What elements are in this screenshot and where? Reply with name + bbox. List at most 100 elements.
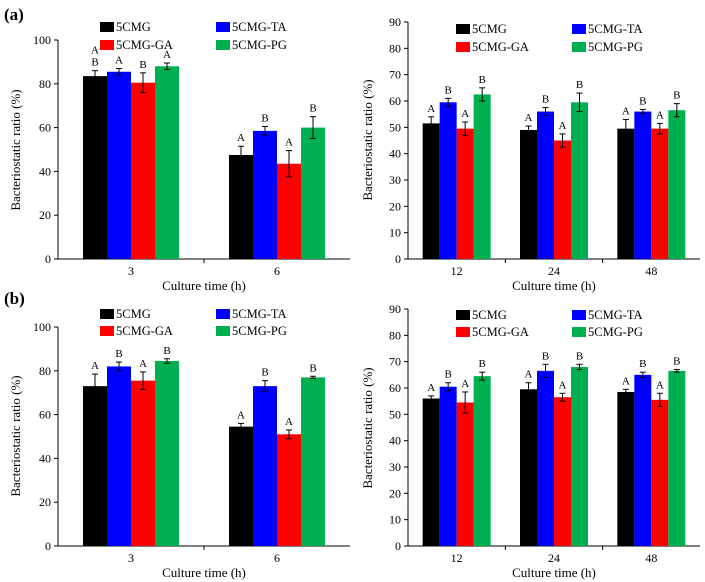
x-tick-label: 3 [128, 264, 134, 278]
bar [277, 434, 301, 546]
x-tick-label: 6 [274, 551, 280, 565]
bar [229, 427, 253, 546]
significance-letter: A [237, 132, 245, 144]
x-tick-label: 6 [274, 264, 280, 278]
legend-label: 5CMG-PG [588, 40, 643, 54]
bar [107, 72, 131, 259]
y-tick-label: 50 [389, 120, 401, 134]
significance-letter: A [237, 409, 245, 421]
bar [617, 392, 634, 546]
significance-letter: B [261, 367, 268, 379]
legend-label: 5CMG [472, 308, 507, 322]
bar [440, 387, 457, 546]
significance-letter: B [576, 79, 583, 91]
significance-letter: B [542, 350, 549, 362]
legend-swatch [100, 309, 114, 319]
significance-letter: A [285, 416, 293, 428]
significance-letter: B [261, 113, 268, 125]
y-axis-title: Bacteriostatic ratio (%) [8, 89, 23, 210]
legend-label: 5CMG [116, 20, 151, 34]
significance-letter: A [622, 105, 630, 117]
x-axis-title: Culture time (h) [162, 565, 246, 580]
legend-swatch [216, 326, 230, 336]
significance-letter: B [478, 74, 485, 86]
significance-letter: A [427, 103, 435, 115]
legend-swatch [216, 40, 230, 50]
x-tick-label: 12 [451, 264, 463, 278]
legend-label: 5CMG [116, 307, 151, 321]
significance-letter: B [576, 350, 583, 362]
significance-letter: B [444, 369, 451, 381]
y-axis-title: Bacteriostatic ratio (%) [360, 367, 375, 488]
y-tick-label: 100 [33, 320, 51, 334]
bar [457, 402, 474, 546]
y-tick-label: 60 [389, 94, 401, 108]
y-tick-label: 70 [389, 68, 401, 82]
y-tick-label: 20 [39, 208, 51, 222]
significance-letter: A [115, 54, 123, 66]
significance-letter: A [525, 369, 533, 381]
x-tick-label: 48 [645, 264, 657, 278]
y-tick-label: 0 [395, 252, 401, 266]
significance-letter: B [309, 362, 316, 374]
bar [83, 386, 107, 546]
y-tick-label: 40 [389, 434, 401, 448]
y-tick-label: 60 [39, 121, 51, 135]
y-tick-label: 80 [389, 328, 401, 342]
x-axis-title: Culture time (h) [162, 278, 246, 293]
significance-letter: A [525, 112, 533, 124]
legend-label: 5CMG-GA [472, 40, 529, 54]
legend-swatch [572, 327, 586, 337]
bar [634, 375, 651, 546]
y-tick-label: 40 [389, 147, 401, 161]
legend-swatch [100, 40, 114, 50]
significance-letter: A [427, 382, 435, 394]
bar [301, 377, 325, 546]
y-tick-label: 20 [39, 495, 51, 509]
legend-swatch [456, 24, 470, 34]
legend-label: 5CMG-GA [472, 325, 529, 339]
y-tick-label: 20 [389, 486, 401, 500]
bar [277, 164, 301, 259]
bar [474, 376, 491, 546]
y-tick-label: 80 [389, 41, 401, 55]
bacteriostatic-ratio-figure: (a) (b) 0204060801003 6ABAABBAAB5CMG 5CMG-… [0, 0, 705, 582]
x-tick-label: 24 [548, 551, 560, 565]
significance-letter: B [139, 59, 146, 71]
bar [155, 361, 179, 546]
significance-letter: B [478, 358, 485, 370]
legend-swatch [572, 24, 586, 34]
bar [457, 129, 474, 259]
bar [571, 367, 588, 546]
legend-label: 5CMG-GA [116, 38, 173, 52]
bar [520, 389, 537, 546]
y-tick-label: 80 [39, 77, 51, 91]
legend-swatch [100, 326, 114, 336]
y-tick-label: 20 [389, 199, 401, 213]
bar [229, 155, 253, 259]
y-tick-label: 0 [395, 539, 401, 553]
significance-letter: B [639, 95, 646, 107]
y-tick-label: 10 [389, 513, 401, 527]
significance-letter: B [444, 84, 451, 96]
bar [571, 102, 588, 259]
significance-letter: A [559, 120, 567, 132]
significance-letter: B [673, 90, 680, 102]
bar [537, 112, 554, 259]
significance-letter: B [309, 103, 316, 115]
legend-label: 5CMG-TA [232, 20, 287, 34]
y-tick-label: 90 [389, 302, 401, 316]
bar [423, 123, 440, 259]
significance-letter: B [115, 348, 122, 360]
panel-label-b: (b) [4, 289, 25, 308]
legend-swatch [456, 327, 470, 337]
legend-label: 5CMG-TA [232, 307, 287, 321]
significance-letter: B [673, 356, 680, 368]
legend-label: 5CMG-TA [588, 22, 643, 36]
legend-swatch [572, 42, 586, 52]
bar [440, 102, 457, 259]
bar [651, 400, 668, 546]
significance-letter: A [139, 358, 147, 370]
bar [301, 128, 325, 259]
